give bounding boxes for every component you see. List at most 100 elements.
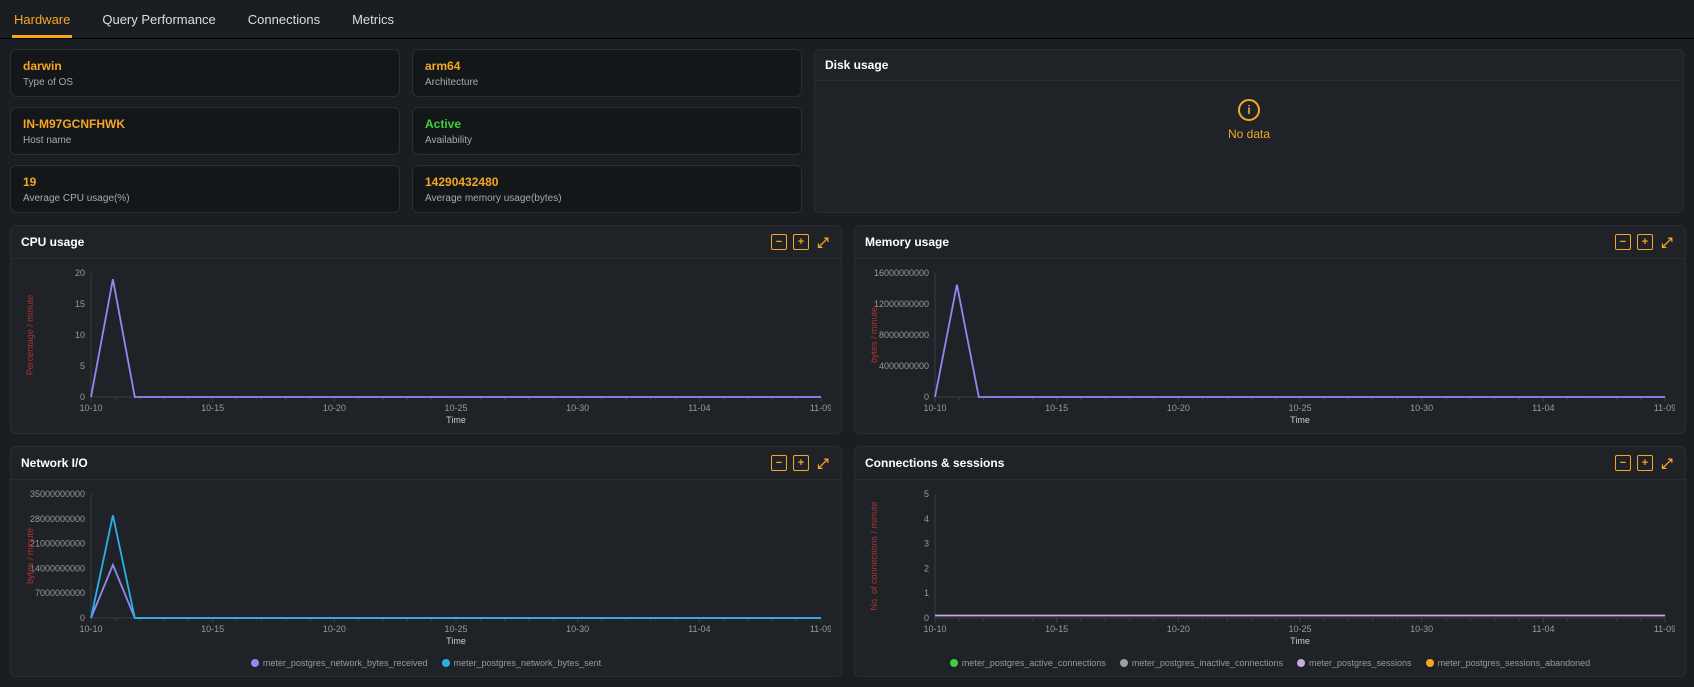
panel-header: Memory usage−+⤢	[855, 226, 1685, 259]
stat-value: Active	[425, 117, 789, 131]
svg-text:11-04: 11-04	[688, 624, 710, 634]
minus-icon[interactable]: −	[771, 234, 787, 250]
stat-card: Active Availability	[412, 107, 802, 155]
top-row: darwinType of OSIN-M97GCNFHWKHost name19…	[10, 49, 1684, 213]
chart-legend: meter_postgres_network_bytes_received met…	[11, 654, 841, 676]
plus-icon[interactable]: +	[1637, 234, 1653, 250]
svg-text:10-20: 10-20	[1167, 624, 1190, 634]
panel-header: Connections & sessions−+⤢	[855, 447, 1685, 480]
minus-icon[interactable]: −	[1615, 234, 1631, 250]
tab-connections[interactable]: Connections	[246, 8, 322, 38]
legend-label: meter_postgres_inactive_connections	[1132, 658, 1283, 668]
legend-item: meter_postgres_network_bytes_sent	[442, 658, 602, 668]
chart-body: 0510152010-1010-1510-2010-2510-3011-0411…	[11, 259, 841, 433]
svg-text:10-30: 10-30	[1410, 624, 1433, 634]
network-io-panel: Network I/O−+⤢07000000000140000000002100…	[10, 446, 842, 677]
minus-icon[interactable]: −	[1615, 455, 1631, 471]
panel-header: Network I/O −+ ⤢	[11, 447, 841, 480]
stat-value: darwin	[23, 59, 387, 73]
svg-text:bytes / minute: bytes / minute	[25, 528, 35, 584]
svg-text:12000000000: 12000000000	[874, 299, 929, 309]
panel-title: Disk usage	[825, 58, 888, 72]
svg-text:0: 0	[924, 392, 929, 402]
legend-item: meter_postgres_inactive_connections	[1120, 658, 1283, 668]
tab-metrics[interactable]: Metrics	[350, 8, 396, 38]
svg-text:10-25: 10-25	[1288, 403, 1311, 413]
panel-title: Network I/O	[21, 456, 88, 470]
legend-dot-icon	[1120, 659, 1128, 667]
nodata-text: No data	[1228, 127, 1270, 141]
legend-dot-icon	[1426, 659, 1434, 667]
svg-text:10-10: 10-10	[79, 624, 102, 634]
svg-text:7000000000: 7000000000	[35, 588, 85, 598]
svg-text:Time: Time	[446, 415, 466, 425]
expand-icon[interactable]: ⤢	[815, 234, 831, 250]
expand-icon[interactable]: ⤢	[815, 455, 831, 471]
stat-value: arm64	[425, 59, 789, 73]
tabs: Hardware Query Performance Connections Metr…	[0, 0, 1694, 39]
legend-label: meter_postgres_sessions_abandoned	[1438, 658, 1591, 668]
panel-header: Disk usage	[815, 50, 1683, 81]
stat-label: Average memory usage(bytes)	[425, 193, 789, 204]
svg-text:3: 3	[924, 539, 929, 549]
minus-icon[interactable]: −	[771, 455, 787, 471]
svg-text:11-04: 11-04	[688, 403, 710, 413]
legend-dot-icon	[251, 659, 259, 667]
stat-card: arm64Architecture	[412, 49, 802, 97]
legend-label: meter_postgres_sessions	[1309, 658, 1412, 668]
svg-text:0: 0	[924, 613, 929, 623]
svg-text:11-09: 11-09	[1654, 624, 1675, 634]
svg-text:10-15: 10-15	[201, 403, 224, 413]
svg-text:28000000000: 28000000000	[30, 514, 85, 524]
content: darwinType of OSIN-M97GCNFHWKHost name19…	[0, 39, 1694, 687]
svg-text:10-20: 10-20	[323, 403, 346, 413]
svg-text:10-25: 10-25	[444, 403, 467, 413]
plus-icon[interactable]: +	[793, 455, 809, 471]
stat-column-1: darwinType of OSIN-M97GCNFHWKHost name19…	[10, 49, 400, 213]
svg-text:Time: Time	[446, 636, 466, 646]
svg-text:4000000000: 4000000000	[879, 361, 929, 371]
stat-card: 14290432480 Average memory usage(bytes)	[412, 165, 802, 213]
chart-svg: 0700000000014000000000210000000002800000…	[21, 488, 831, 648]
svg-text:14000000000: 14000000000	[30, 563, 85, 573]
svg-text:10-15: 10-15	[1045, 403, 1068, 413]
svg-text:4: 4	[924, 514, 929, 524]
svg-text:10-30: 10-30	[566, 403, 589, 413]
chart-body: 0400000000080000000001200000000016000000…	[855, 259, 1685, 433]
svg-text:Time: Time	[1290, 636, 1310, 646]
legend-label: meter_postgres_network_bytes_received	[263, 658, 428, 668]
svg-text:11-04: 11-04	[1532, 624, 1554, 634]
legend-label: meter_postgres_network_bytes_sent	[454, 658, 602, 668]
expand-icon[interactable]: ⤢	[1659, 455, 1675, 471]
svg-text:10-20: 10-20	[1167, 403, 1190, 413]
chart-svg: 0510152010-1010-1510-2010-2510-3011-0411…	[21, 267, 831, 427]
svg-text:10-10: 10-10	[923, 624, 946, 634]
svg-text:5: 5	[924, 489, 929, 499]
stat-label: Availability	[425, 135, 789, 146]
legend-item: meter_postgres_sessions	[1297, 658, 1412, 668]
svg-text:10: 10	[75, 330, 85, 340]
svg-text:11-09: 11-09	[810, 624, 831, 634]
stat-card: IN-M97GCNFHWKHost name	[10, 107, 400, 155]
svg-text:No. of connections / minute: No. of connections / minute	[869, 501, 879, 610]
svg-text:11-09: 11-09	[810, 403, 831, 413]
stat-card: 19Average CPU usage(%)	[10, 165, 400, 213]
svg-text:0: 0	[80, 392, 85, 402]
svg-text:10-30: 10-30	[566, 624, 589, 634]
tab-hardware[interactable]: Hardware	[12, 8, 72, 38]
legend-item: meter_postgres_sessions_abandoned	[1426, 658, 1591, 668]
svg-text:35000000000: 35000000000	[30, 489, 85, 499]
plus-icon[interactable]: +	[793, 234, 809, 250]
plus-icon[interactable]: +	[1637, 455, 1653, 471]
panel-actions: −+ ⤢	[1615, 234, 1675, 250]
svg-text:10-20: 10-20	[323, 624, 346, 634]
svg-text:11-04: 11-04	[1532, 403, 1554, 413]
memory-usage-panel: Memory usage−+⤢0400000000080000000001200…	[854, 225, 1686, 434]
svg-text:20: 20	[75, 268, 85, 278]
stat-value: 14290432480	[425, 175, 789, 189]
tab-query-performance[interactable]: Query Performance	[100, 8, 217, 38]
expand-icon[interactable]: ⤢	[1659, 234, 1675, 250]
svg-text:16000000000: 16000000000	[874, 268, 929, 278]
stat-value: IN-M97GCNFHWK	[23, 117, 387, 131]
panel-title: CPU usage	[21, 235, 84, 249]
